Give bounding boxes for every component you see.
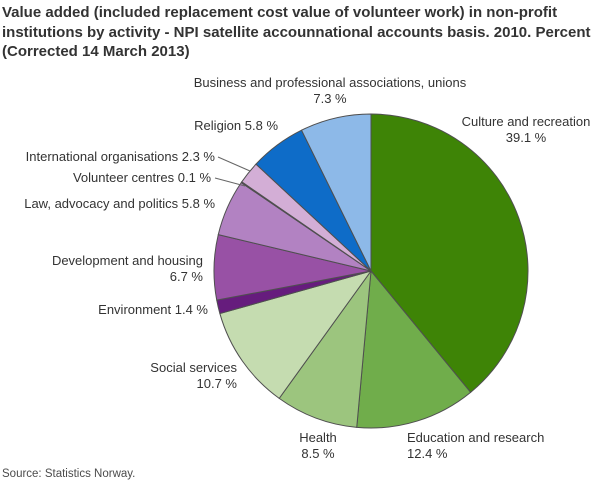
pie-label-health: Health 8.5 % [278, 430, 358, 461]
label-line: 12.4 % [407, 445, 448, 461]
label-line: Environment 1.4 % [98, 302, 208, 317]
label-line: Health [299, 430, 337, 445]
label-line: 39.1 % [505, 129, 547, 145]
label-line: Culture and recreation [461, 114, 591, 129]
chart-title-line: institutions by activity - NPI satellite… [2, 23, 591, 41]
label-line: Development and housing [51, 253, 203, 268]
pie-slice-culture-and-recreation [370, 113, 529, 393]
pie-label-social-services: Social services 10.7 % [60, 360, 237, 391]
pie-label-religion: Religion 5.8 % [150, 118, 278, 134]
pie-slices [213, 113, 529, 429]
label-line: 8.5 % [301, 445, 335, 461]
leader-line-international-organisations [217, 156, 251, 172]
label-line: 6.7 % [169, 268, 203, 284]
label-line: Volunteer centres 0.1 % [72, 170, 211, 185]
pie-slice-education-and-research [356, 270, 472, 429]
leader-line-volunteer-centres [214, 177, 246, 187]
source-note: Source: Statistics Norway. [2, 468, 136, 480]
pie-label-business-and-professional-associations-unions: Business and professional associations, … [178, 75, 482, 106]
chart-title-line: Value added (included replacement cost v… [2, 4, 558, 21]
pie-label-environment: Environment 1.4 % [8, 302, 208, 318]
label-line: Law, advocacy and politics 5.8 % [24, 196, 215, 211]
pie-label-culture-and-recreation: Culture and recreation 39.1 % [441, 114, 610, 145]
pie-slice-health [278, 270, 372, 428]
pie-label-development-and-housing: Development and housing 6.7 % [8, 253, 203, 284]
label-line: Business and professional associations, … [193, 75, 467, 90]
pie-label-law-advocacy-and-politics: Law, advocacy and politics 5.8 % [8, 196, 215, 212]
chart-title-line: (Corrected 14 March 2013) [2, 43, 190, 60]
label-line: 7.3 % [313, 90, 347, 106]
label-line: Religion 5.8 % [194, 118, 278, 133]
label-line: 10.7 % [196, 375, 237, 391]
pie-slice-business-and-professional-associations-unions [301, 113, 372, 272]
pie-label-volunteer-centres: Volunteer centres 0.1 % [8, 170, 211, 186]
pie-label-international-organisations: International organisations 2.3 % [8, 149, 215, 165]
label-line: International organisations 2.3 % [25, 149, 215, 164]
label-line: Social services [150, 360, 237, 375]
label-line: Education and research [407, 430, 545, 445]
pie-label-education-and-research: Education and research 12.4 % [407, 430, 597, 461]
chart-title: Value added (included replacement cost v… [2, 3, 608, 62]
pie-slice-social-services [219, 270, 372, 399]
